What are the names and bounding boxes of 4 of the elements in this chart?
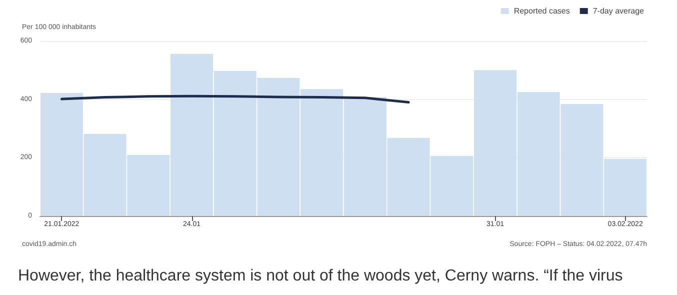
legend-label: Reported cases [514,6,570,16]
text: However, the healthcare system is not out of the woods yet, Cerny warns. “If the virus [18,268,623,284]
legend-label: 7-day average [592,6,645,16]
line-series [60,94,410,104]
